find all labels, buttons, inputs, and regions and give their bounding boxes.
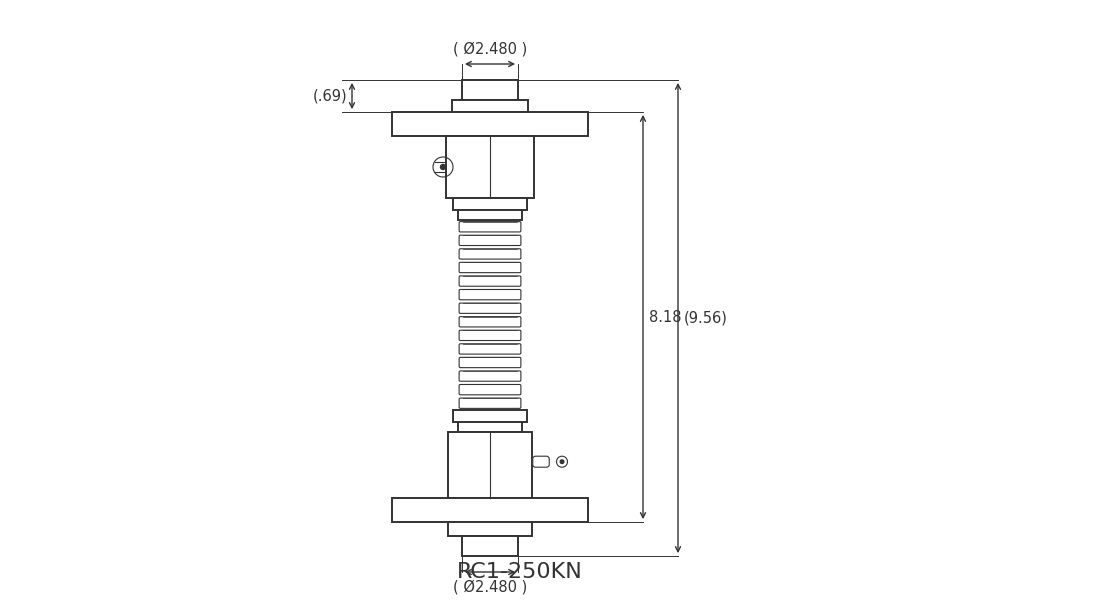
Bar	[448, 432, 532, 498]
Bar	[462, 80, 518, 100]
Bar	[392, 112, 588, 136]
Text: (.69): (.69)	[312, 88, 347, 103]
Bar	[462, 536, 518, 556]
Bar	[458, 422, 522, 432]
Bar	[392, 498, 588, 522]
Bar	[452, 100, 528, 112]
Circle shape	[441, 164, 445, 169]
FancyBboxPatch shape	[460, 317, 521, 327]
FancyBboxPatch shape	[460, 235, 521, 245]
Circle shape	[561, 460, 564, 463]
Bar	[448, 522, 532, 536]
FancyBboxPatch shape	[460, 221, 521, 232]
Text: 8.18: 8.18	[649, 310, 682, 325]
FancyBboxPatch shape	[460, 249, 521, 259]
FancyBboxPatch shape	[460, 262, 521, 272]
Bar	[453, 198, 527, 210]
FancyBboxPatch shape	[460, 385, 521, 395]
Text: (9.56): (9.56)	[684, 311, 728, 325]
Text: RC1-250KN: RC1-250KN	[457, 562, 583, 582]
Bar	[458, 210, 522, 220]
Bar	[446, 136, 534, 198]
FancyBboxPatch shape	[460, 358, 521, 368]
FancyBboxPatch shape	[460, 344, 521, 354]
FancyBboxPatch shape	[460, 371, 521, 381]
FancyBboxPatch shape	[460, 276, 521, 286]
FancyBboxPatch shape	[460, 289, 521, 300]
FancyBboxPatch shape	[460, 398, 521, 409]
Text: ( Ø2.480 ): ( Ø2.480 )	[453, 41, 527, 56]
Text: ( Ø2.480 ): ( Ø2.480 )	[453, 580, 527, 595]
FancyBboxPatch shape	[460, 303, 521, 313]
FancyBboxPatch shape	[533, 456, 549, 467]
Bar	[453, 410, 527, 422]
FancyBboxPatch shape	[460, 330, 521, 341]
